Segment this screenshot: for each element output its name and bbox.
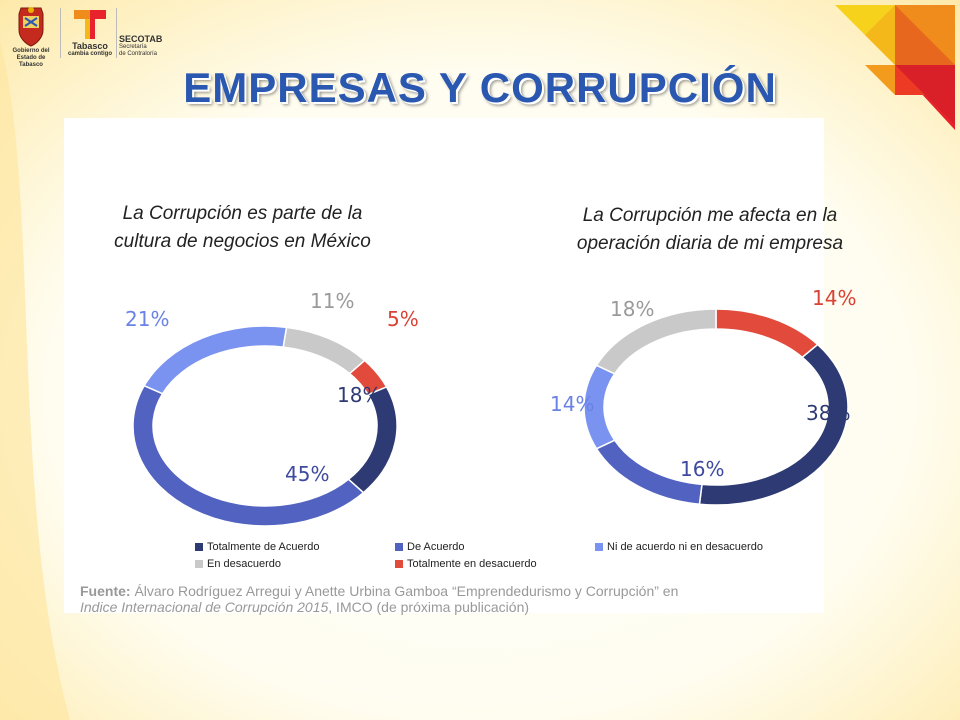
logo-mid-text-2: cambia contigo [67, 51, 112, 57]
legend-swatch [595, 543, 603, 551]
source-text-1: Álvaro Rodríguez Arregui y Anette Urbina… [130, 583, 679, 599]
header-logos: Gobierno del Estado de Tabasco Tabasco c… [0, 0, 190, 68]
slide-title: EMPRESAS Y CORRUPCIÓN [183, 64, 777, 111]
data-label-totalmente-en-desacuerdo: 14% [812, 286, 856, 310]
chart-2-title: La Corrupción me afecta en la operación … [530, 202, 890, 258]
legend-label: En desacuerdo [207, 558, 281, 570]
source-citation: Fuente: Álvaro Rodríguez Arregui y Anett… [80, 583, 820, 615]
legend-label: De Acuerdo [407, 541, 465, 553]
chart-2-title-line-1: La Corrupción me afecta en la [582, 205, 838, 226]
legend-item-ni-de-acuerdo: Ni de acuerdo ni en desacuerdo [595, 541, 763, 553]
data-label-de-acuerdo: 45% [285, 462, 329, 486]
chart-2-title-line-2: operación diaria de mi empresa [576, 233, 844, 254]
donut-chart-2: 38% 16% 14% 18% 14% [550, 286, 856, 506]
data-label-en-desacuerdo: 11% [310, 289, 354, 313]
legend-item-en-desacuerdo: En desacuerdo [195, 558, 281, 570]
data-label-totalmente-en-desacuerdo: 5% [387, 307, 419, 331]
chart-1-title-line-2: cultura de negocios en México [114, 231, 371, 252]
data-label-de-acuerdo: 16% [680, 457, 724, 481]
donut-slice-en-desacuerdo [595, 308, 717, 375]
legend-swatch [195, 543, 203, 551]
chart-1-title: La Corrupción es parte de la cultura de … [70, 200, 415, 256]
legend-label: Ni de acuerdo ni en desacuerdo [607, 541, 763, 553]
legend-label: Totalmente de Acuerdo [207, 541, 320, 553]
source-text-2: , IMCO (de próxima publicación) [328, 599, 530, 615]
donut-slice-en-desacuerdo [282, 326, 366, 375]
donut-chart-1: 18% 45% 21% 11% 5% [125, 289, 419, 527]
source-label: Fuente: [80, 583, 131, 599]
tabasco-logo: Tabasco cambia contigo [66, 8, 114, 62]
legend-swatch [195, 560, 203, 568]
data-label-ni-de-acuerdo: 14% [550, 392, 594, 416]
secotab-logo: SECOTAB Secretaría de Contraloría [119, 34, 187, 62]
logo-left-text-2: Estado de Tabasco [16, 55, 46, 68]
chart-1-title-line-1: La Corrupción es parte de la [122, 203, 363, 224]
legend-swatch [395, 560, 403, 568]
legend-item-de-acuerdo: De Acuerdo [395, 541, 464, 553]
data-label-ni-de-acuerdo: 21% [125, 307, 169, 331]
logo-right-text-2: Secretaría [119, 44, 147, 50]
logo-mid-text-1: Tabasco [72, 41, 108, 51]
donut-slice-ni-de-acuerdo [143, 325, 288, 395]
donut-slice-de-acuerdo [132, 384, 365, 527]
legend-label: Totalmente en desacuerdo [407, 558, 537, 570]
logo-right-text-1: SECOTAB [119, 34, 163, 44]
legend-item-totalmente-en-desacuerdo: Totalmente en desacuerdo [395, 558, 537, 570]
data-label-totalmente-de-acuerdo: 38% [806, 401, 850, 425]
logo-right-text-3: de Contraloría [119, 51, 158, 57]
tabasco-t-icon [74, 10, 106, 39]
data-label-en-desacuerdo: 18% [610, 297, 654, 321]
shield-icon [18, 7, 44, 47]
source-italic: Indice Internacional de Corrupción 2015 [80, 599, 329, 615]
legend-swatch [395, 543, 403, 551]
state-shield-logo: Gobierno del Estado de Tabasco [8, 4, 54, 68]
data-label-totalmente-de-acuerdo: 18% [337, 383, 381, 407]
legend-item-totalmente-de-acuerdo: Totalmente de Acuerdo [195, 541, 320, 553]
logo-left-text-1: Gobierno del [12, 48, 50, 54]
donut-slice-totalmente-en-desacuerdo [715, 308, 819, 359]
